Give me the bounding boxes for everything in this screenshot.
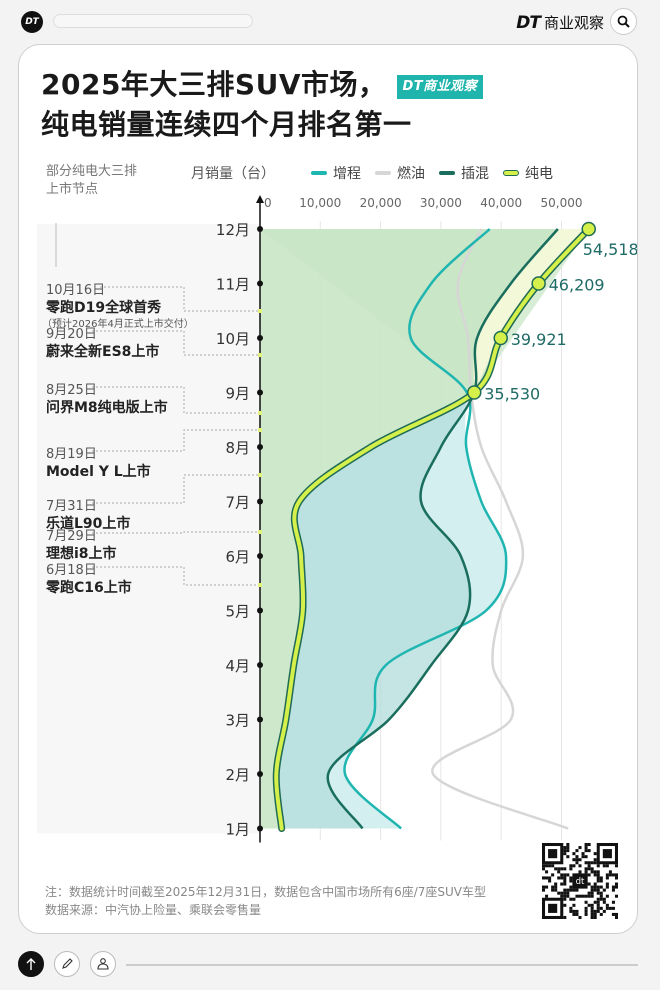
svg-text:40,000: 40,000: [480, 196, 522, 210]
divider: [126, 964, 638, 966]
event-name: 理想i8上市: [46, 546, 117, 562]
chart-legend: 增程 燃油 插混 纯电: [311, 163, 553, 183]
svg-text:0: 0: [264, 196, 272, 210]
svg-text:1月: 1月: [225, 821, 250, 839]
svg-text:dt: dt: [576, 877, 585, 887]
footnote-source: 数据来源：中汽协上险量、乘联会零售量: [45, 903, 262, 917]
svg-text:50,000: 50,000: [541, 196, 583, 210]
svg-text:12月: 12月: [216, 221, 250, 239]
svg-text:10月: 10月: [216, 330, 250, 348]
legend-swatch: [375, 171, 391, 175]
svg-text:35,530: 35,530: [484, 385, 540, 404]
chart-card: 2025年大三排SUV市场， DT商业观察 纯电销量连续四个月排名第一 部分纯电大…: [18, 44, 638, 934]
events-heading-line1: 部分纯电大三排: [46, 164, 138, 179]
svg-text:8月: 8月: [225, 439, 250, 457]
event-date: 7月31日: [46, 499, 97, 514]
profile-button[interactable]: [90, 951, 116, 977]
sales-chart: 0 10,000 20,000 30,000 40,000 50,000 1月 2月 3月 4月 5…: [37, 195, 638, 843]
legend-swatch: [503, 170, 519, 176]
event-date: 7月29日: [46, 529, 97, 544]
svg-text:54,518: 54,518: [583, 240, 638, 259]
brand-name: 商业观察: [543, 14, 604, 32]
event-date: 8月25日: [46, 383, 97, 398]
legend-label: 插混: [461, 166, 489, 182]
svg-text:6月: 6月: [225, 548, 250, 566]
event-name: Model Y L上市: [46, 464, 151, 480]
footnote-note: 注：数据统计时间截至2025年12月31日，数据包含中国市场所有6座/7座SUV…: [45, 885, 487, 899]
svg-text:2月: 2月: [225, 766, 250, 784]
axis-title: 月销量（台）: [191, 166, 275, 182]
title-line-1: 2025年大三排SUV市场，: [41, 68, 387, 101]
event-date: 9月20日: [46, 327, 97, 342]
page-title: 2025年大三排SUV市场， DT商业观察 纯电销量连续四个月排名第一: [41, 65, 484, 145]
event-name: 零跑C16上市: [46, 580, 132, 596]
svg-text:3月: 3月: [225, 712, 250, 730]
legend-item-erev: 增程: [311, 163, 361, 183]
events-heading: 部分纯电大三排 上市节点: [46, 163, 137, 199]
event-name: 问界M8纯电版上市: [46, 400, 168, 416]
arrow-up-icon: [26, 958, 36, 970]
legend-label: 纯电: [525, 166, 553, 182]
legend-swatch: [439, 171, 455, 175]
svg-text:30,000: 30,000: [420, 196, 462, 210]
svg-text:4月: 4月: [225, 657, 250, 675]
event-date: 6月18日: [46, 563, 97, 578]
event-note: （预计2026年4月正式上市交付）: [42, 319, 194, 330]
event-name: 乐道L90上市: [46, 516, 131, 532]
logo-icon[interactable]: DT: [21, 11, 43, 33]
edit-button[interactable]: [54, 951, 80, 977]
svg-text:11月: 11月: [216, 276, 250, 294]
legend-label: 增程: [333, 166, 361, 182]
events-heading-line2: 上市节点: [46, 182, 99, 197]
legend-item-phev: 插混: [439, 163, 489, 183]
svg-text:7月: 7月: [225, 494, 250, 512]
svg-text:9月: 9月: [225, 385, 250, 403]
event-date: 8月19日: [46, 447, 97, 462]
legend-swatch: [311, 171, 327, 175]
legend-item-ev: 纯电: [503, 163, 553, 183]
svg-text:10,000: 10,000: [299, 196, 341, 210]
legend-item-ice: 燃油: [375, 163, 425, 183]
qr-code[interactable]: dt: [542, 843, 618, 919]
brand-logo: DT 商业观察: [516, 12, 604, 33]
search-button[interactable]: [610, 8, 637, 35]
bottom-bar: [0, 940, 660, 990]
svg-text:20,000: 20,000: [360, 196, 402, 210]
event-name: 蔚来全新ES8上市: [46, 344, 160, 360]
svg-text:39,921: 39,921: [511, 330, 567, 349]
title-badge: DT商业观察: [396, 75, 484, 99]
address-bar[interactable]: [53, 14, 253, 28]
user-icon: [97, 958, 109, 970]
event-name: 零跑D19全球首秀: [46, 300, 162, 316]
top-bar: DT DT 商业观察: [0, 0, 660, 44]
footnote: 注：数据统计时间截至2025年12月31日，数据包含中国市场所有6座/7座SUV…: [45, 883, 486, 919]
brand-mark: DT: [516, 12, 541, 33]
legend-label: 燃油: [397, 166, 425, 182]
title-line-2: 纯电销量连续四个月排名第一: [41, 108, 412, 141]
event-date: 10月16日: [46, 283, 106, 298]
svg-text:46,209: 46,209: [549, 276, 605, 295]
svg-text:5月: 5月: [225, 603, 250, 621]
search-icon: [617, 15, 630, 28]
scroll-top-button[interactable]: [18, 951, 44, 977]
pencil-icon: [62, 958, 73, 969]
